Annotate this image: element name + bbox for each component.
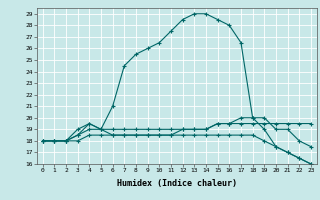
X-axis label: Humidex (Indice chaleur): Humidex (Indice chaleur)	[117, 179, 237, 188]
